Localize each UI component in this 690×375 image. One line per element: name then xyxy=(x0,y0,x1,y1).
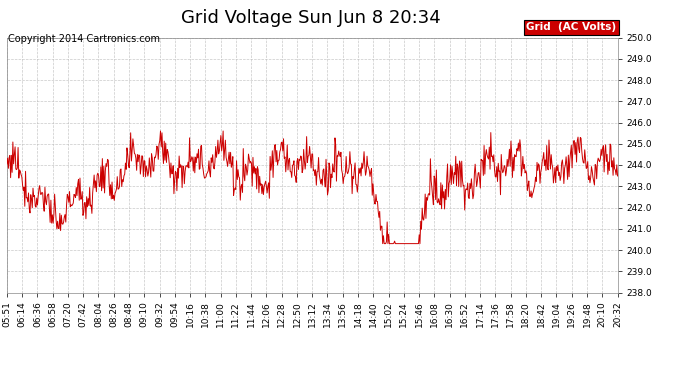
Text: Copyright 2014 Cartronics.com: Copyright 2014 Cartronics.com xyxy=(8,34,160,44)
Text: Grid  (AC Volts): Grid (AC Volts) xyxy=(526,22,616,32)
Text: Grid Voltage Sun Jun 8 20:34: Grid Voltage Sun Jun 8 20:34 xyxy=(181,9,440,27)
